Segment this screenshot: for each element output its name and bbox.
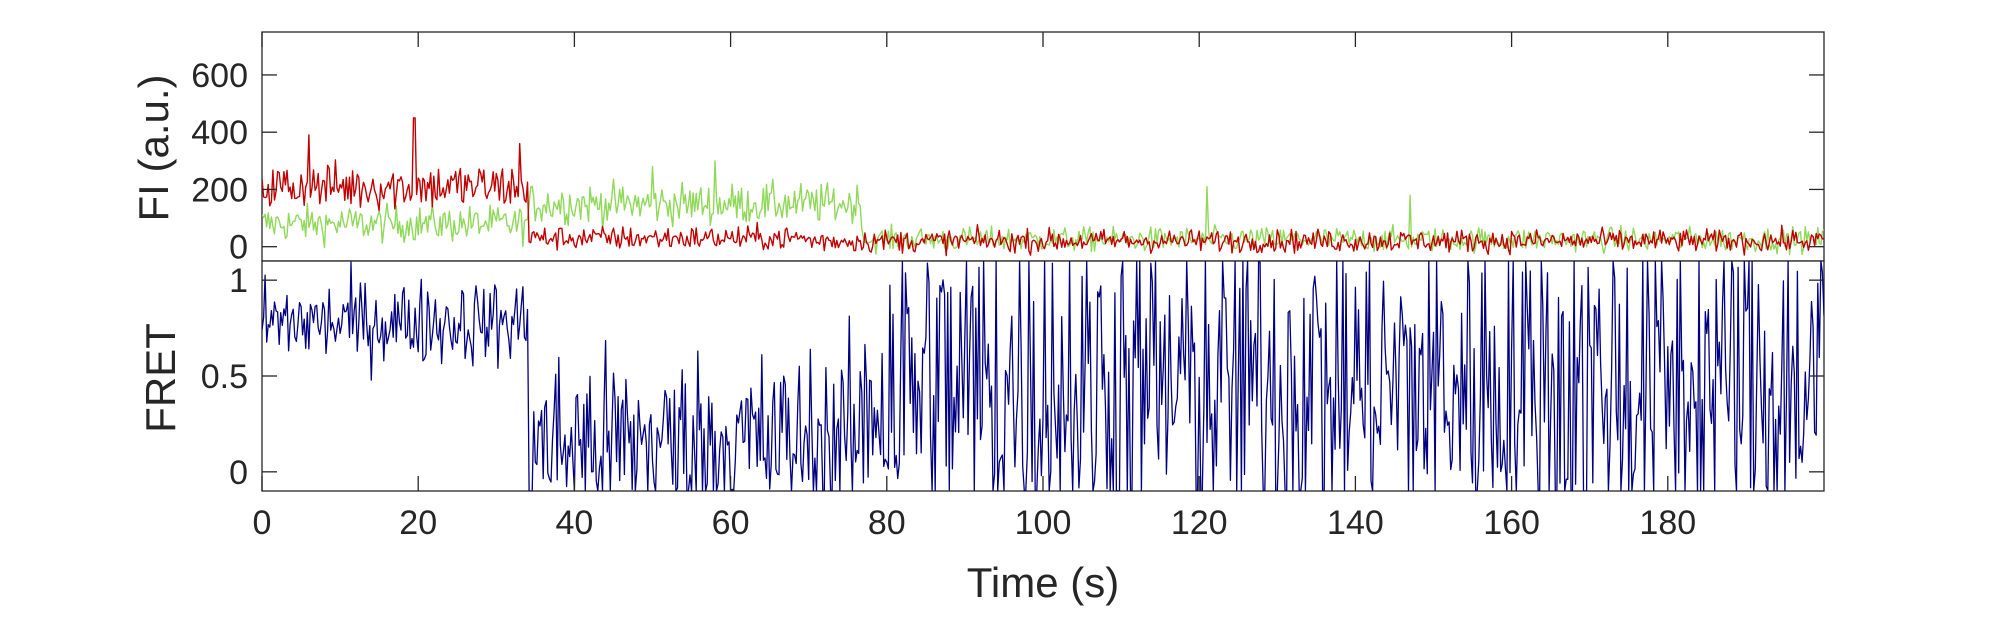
fret-efficiency-trace [262,261,1824,491]
fluorescence-y-tick-label: 400 [191,114,248,152]
fret-y-tick-label: 0 [229,454,248,492]
time-x-ticks: 0 20 40 60 80 100 120 140 160 180 [253,32,1696,542]
fluorescence-y-tick-label: 200 [191,171,248,209]
time-x-tick-label: 180 [1639,504,1696,542]
time-x-tick-label: 120 [1171,504,1228,542]
fluorescence-traces [262,117,1824,257]
fret-y-ticks: 00.51 [201,262,1824,492]
time-x-tick-label: 0 [253,504,272,542]
time-x-tick-label: 60 [712,504,750,542]
fret-y-axis-title: FRET [137,323,184,433]
donor-red-trace [262,117,1824,257]
fluorescence-y-axis-title: FI (a.u.) [130,74,177,221]
time-x-axis-title: Time (s) [967,559,1119,606]
fluorescence-panel: 0 200 400 600 FI (a.u.) [130,31,1825,267]
fluorescence-y-ticks: 0 200 400 600 [191,57,1824,267]
time-x-tick-label: 100 [1015,504,1072,542]
fluorescence-y-tick-label: 0 [229,229,248,267]
fret-traces [262,261,1824,491]
time-x-tick-label: 160 [1483,504,1540,542]
time-x-tick-label: 80 [868,504,906,542]
fret-y-tick-label: 0.5 [201,358,248,396]
fluorescence-plot-box [261,31,1825,262]
time-x-tick-label: 40 [555,504,593,542]
time-x-tick-label: 140 [1327,504,1384,542]
fret-y-tick-label: 1 [229,262,248,300]
fret-panel: 00.51 0 20 40 60 80 100 120 140 160 180 FRET Time… [137,32,1825,606]
time-x-tick-label: 20 [399,504,437,542]
fluorescence-y-tick-label: 600 [191,57,248,95]
